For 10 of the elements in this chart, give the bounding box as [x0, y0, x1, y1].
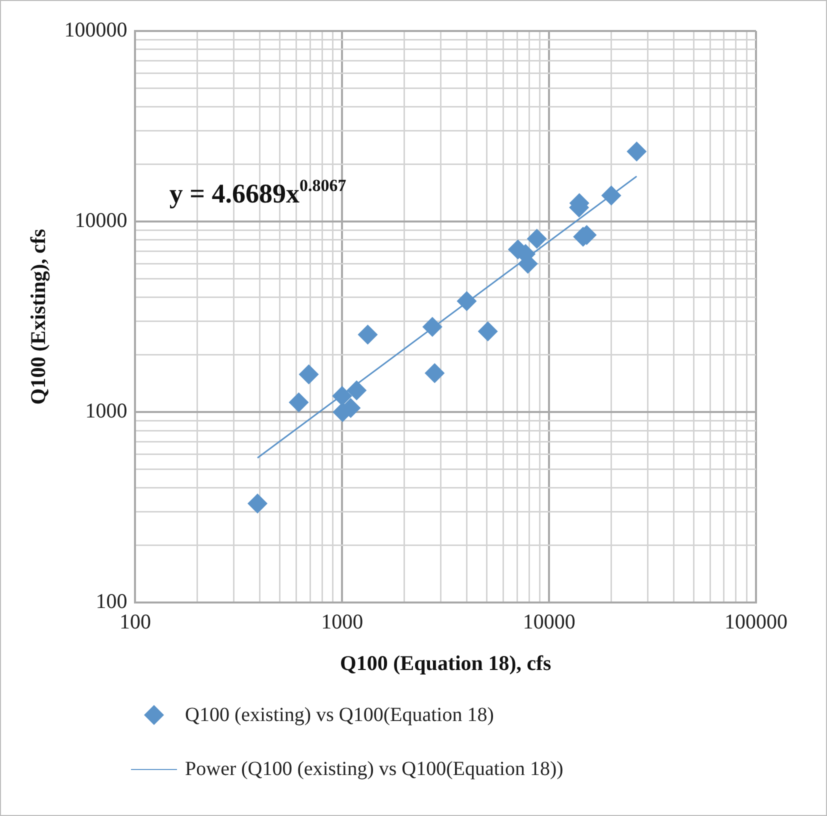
- y-tick-label: 100000: [64, 18, 128, 42]
- legend-label: Q100 (existing) vs Q100(Equation 18): [185, 704, 494, 726]
- x-tick-label: 1000: [321, 610, 364, 634]
- legend-label: Power (Q100 (existing) vs Q100(Equation 18)): [185, 758, 564, 780]
- x-axis-title: Q100 (Equation 18), cfs: [340, 650, 552, 675]
- x-tick-label: 10000: [522, 610, 576, 634]
- y-tick-label: 1000: [85, 398, 128, 423]
- y-tick-label: 10000: [74, 208, 128, 232]
- y-axis-title: Q100 (Existing), cfs: [26, 229, 50, 405]
- x-tick-label: 100000: [724, 610, 788, 634]
